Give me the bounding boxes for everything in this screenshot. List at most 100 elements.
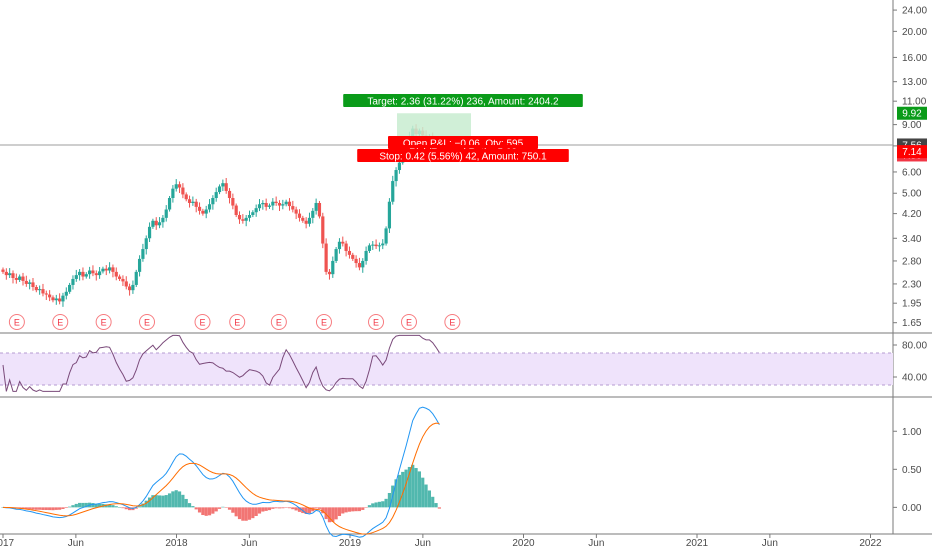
candle-body xyxy=(147,226,152,239)
macd-histogram-bar xyxy=(377,501,382,508)
candle-body xyxy=(254,208,258,213)
candle-body xyxy=(374,244,378,247)
candle-body xyxy=(107,267,112,271)
candle-body xyxy=(101,268,105,272)
macd-histogram-bar xyxy=(261,507,265,512)
price-badge: 9.92 xyxy=(902,109,922,120)
macd-histogram-bar xyxy=(124,507,128,510)
macd-histogram-bar xyxy=(191,506,195,508)
time-tick-label: Jun xyxy=(762,538,778,549)
candle-body xyxy=(197,206,202,211)
candle-body xyxy=(264,202,268,207)
macd-histogram-bar xyxy=(371,503,375,508)
macd-histogram-bar xyxy=(424,484,428,508)
macd-histogram-bar xyxy=(201,507,205,516)
candle-body xyxy=(38,289,42,291)
earnings-marker-label: E xyxy=(321,318,327,328)
candle-body xyxy=(381,243,385,246)
macd-histogram-bar xyxy=(61,507,65,509)
candle-body xyxy=(121,278,125,282)
macd-histogram-bar xyxy=(54,507,58,510)
candle-body xyxy=(88,270,92,275)
macd-histogram-bar xyxy=(181,494,185,508)
macd-histogram-bar xyxy=(94,503,98,508)
candle-body xyxy=(331,260,335,275)
earnings-marker-label: E xyxy=(144,318,150,328)
macd-histogram-bar xyxy=(221,506,225,508)
candle-body xyxy=(321,216,325,244)
candle-body xyxy=(327,271,332,275)
macd-histogram-bar xyxy=(197,507,202,513)
macd-histogram-bar xyxy=(437,507,441,509)
candle-body xyxy=(227,190,232,199)
macd-histogram-bar xyxy=(71,505,75,508)
macd-histogram-bar xyxy=(231,507,235,513)
candle-body xyxy=(371,244,375,246)
price-tick-label: 2.30 xyxy=(902,279,922,290)
candle-body xyxy=(71,278,75,285)
macd-histogram-bar xyxy=(68,506,72,508)
candle-body xyxy=(134,271,138,285)
candle-body xyxy=(347,250,352,255)
candle-body xyxy=(61,295,65,302)
time-tick-label: Jun xyxy=(68,538,84,549)
macd-histogram-bar xyxy=(277,507,282,509)
price-tick-label: 13.00 xyxy=(902,77,927,88)
time-tick-label: 2020 xyxy=(512,538,535,549)
macd-histogram-bar xyxy=(74,503,78,508)
price-badge: 7.14 xyxy=(902,147,922,158)
candle-body xyxy=(207,204,212,210)
earnings-marker xyxy=(400,314,417,330)
macd-histogram-bar xyxy=(327,507,332,523)
macd-histogram-bar xyxy=(414,468,418,508)
earnings-marker-label: E xyxy=(449,318,455,328)
time-tick-label: 2017 xyxy=(0,538,15,549)
candle-body xyxy=(304,220,308,224)
price-tick-label: 24.00 xyxy=(902,6,927,17)
candle-body xyxy=(297,213,302,218)
candle-body xyxy=(68,284,72,292)
candle-body xyxy=(284,201,288,205)
candle-body xyxy=(287,201,292,207)
price-tick-label: 11.00 xyxy=(902,97,927,108)
macd-histogram-bar xyxy=(177,491,182,508)
candle-body xyxy=(167,198,172,210)
macd-histogram-bar xyxy=(294,507,298,511)
macd-histogram-bar xyxy=(38,507,42,510)
candle-body xyxy=(74,275,78,279)
macd-histogram-bar xyxy=(98,503,102,508)
macd-histogram-bar xyxy=(387,492,392,508)
candle-body xyxy=(78,271,82,276)
candle-body xyxy=(294,209,298,214)
candle-body xyxy=(94,273,98,276)
macd-histogram-bar xyxy=(297,507,302,512)
candle-body xyxy=(277,202,282,206)
macd-histogram-bar xyxy=(317,507,322,509)
macd-histogram-bar xyxy=(384,498,388,508)
macd-histogram-bar xyxy=(351,507,355,512)
time-tick-label: 2018 xyxy=(165,538,188,549)
macd-histogram-bar xyxy=(78,502,82,508)
macd-histogram-bar xyxy=(64,507,68,509)
candle-body xyxy=(41,289,45,294)
macd-histogram-bar xyxy=(357,507,362,512)
macd-tick-label: 0.00 xyxy=(902,503,922,514)
macd-histogram-bar xyxy=(271,507,275,509)
candle-body xyxy=(154,220,158,226)
macd-signal-line xyxy=(2,422,440,535)
macd-histogram-bar xyxy=(404,469,408,508)
candle-body xyxy=(317,202,322,217)
macd-histogram-bar xyxy=(421,477,425,508)
earnings-marker xyxy=(194,314,211,330)
macd-histogram-bar xyxy=(314,507,318,509)
macd-histogram-bar xyxy=(374,502,378,508)
candle-body xyxy=(184,194,188,200)
price-tick-label: 5.00 xyxy=(902,189,922,200)
macd-histogram-bar xyxy=(34,507,38,510)
candle-body xyxy=(217,186,222,193)
rsi-line xyxy=(2,334,440,392)
macd-histogram-bar xyxy=(187,503,192,508)
candle-body xyxy=(211,198,215,205)
macd-histogram-bar xyxy=(211,507,215,514)
